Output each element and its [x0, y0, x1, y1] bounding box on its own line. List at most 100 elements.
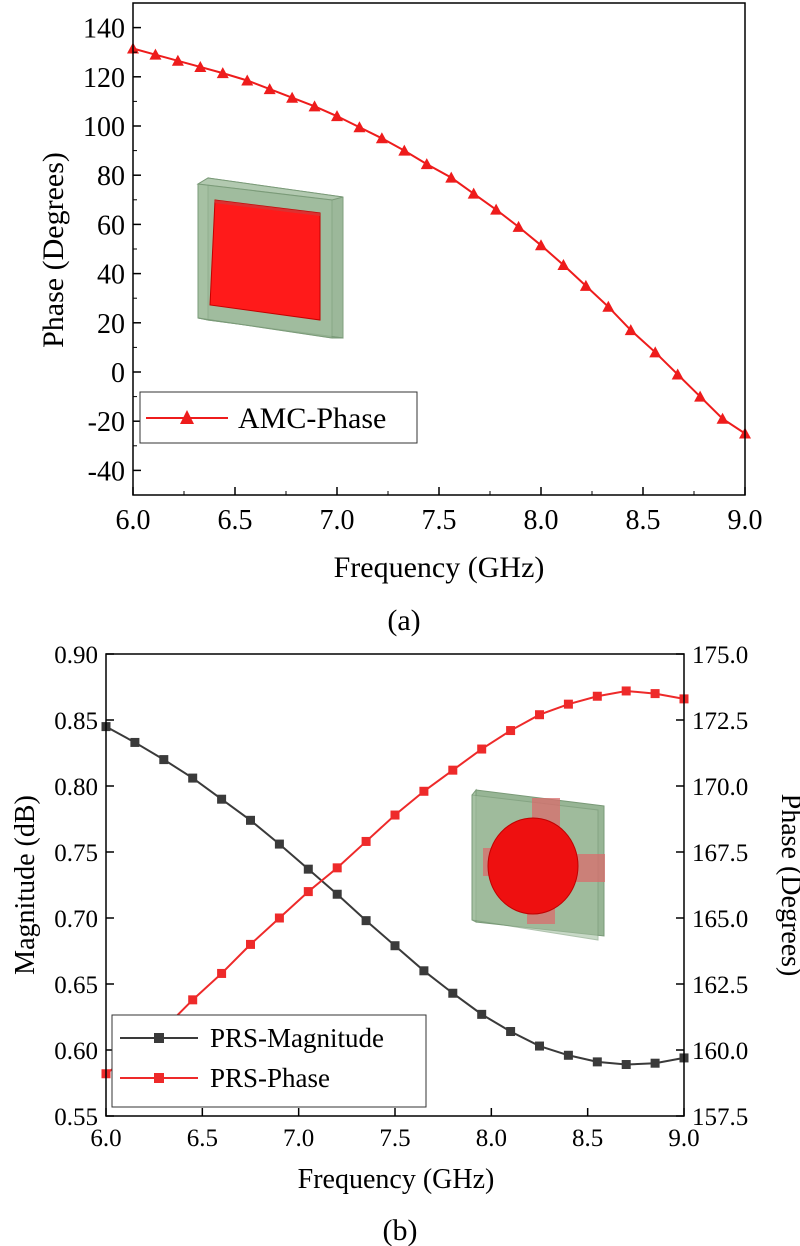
prs-magnitude-series	[101, 722, 689, 1070]
prs-phase-point	[448, 765, 458, 775]
y-tick-label-a: 80	[97, 161, 125, 192]
amc-unit-cell-illustration	[196, 177, 344, 339]
amc-phase-point	[512, 220, 525, 232]
amc-phase-point	[171, 54, 184, 66]
amc-phase-point	[716, 412, 729, 424]
y-tick-label-a: -20	[88, 407, 125, 438]
prs-phase-point	[332, 863, 342, 873]
y-axis-label-left-b: Magnitude (dB)	[10, 795, 41, 975]
amc-phase-point	[624, 324, 637, 336]
x-tick-label-a: 8.5	[626, 505, 661, 536]
panel-b: 6.0 6.5 7.0 7.5 8.0 8.5 9.0 0.55 0.60 0.65 0.70 0.7…	[10, 642, 800, 1246]
prs-phase-point	[621, 686, 631, 696]
prs-magnitude-point	[130, 737, 140, 747]
amc-phase-point	[579, 279, 592, 291]
y-tick-label-left-b: 0.70	[54, 906, 98, 933]
prs-phase-point	[477, 744, 487, 754]
prs-phase-point	[592, 691, 602, 701]
prs-phase-point	[361, 836, 371, 846]
amc-phase-point	[308, 100, 321, 112]
amc-phase-point	[353, 121, 366, 133]
y-axis-label-right-b: Phase (Degrees)	[775, 794, 800, 977]
x-tick-label-b: 6.0	[90, 1125, 121, 1152]
x-tick-label-a: 6.0	[116, 505, 151, 536]
amc-phase-point	[286, 91, 299, 103]
y-tick-label-right-b: 157.5	[692, 1104, 748, 1131]
y-tick-label-left-b: 0.55	[54, 1104, 98, 1131]
legend-marker-prs-magnitude	[154, 1033, 164, 1043]
prs-phase-point	[188, 995, 198, 1005]
prs-phase-point	[535, 710, 544, 720]
y-tick-label-right-b: 160.0	[692, 1038, 748, 1065]
x-tick-label-b: 9.0	[668, 1125, 699, 1152]
y-tick-label-a: 20	[97, 309, 125, 340]
amc-phase-point	[420, 158, 433, 170]
x-axis-label-a: Frequency (GHz)	[334, 551, 545, 584]
prs-magnitude-point	[159, 755, 169, 765]
caption-b: (b)	[383, 1214, 418, 1246]
amc-phase-point	[467, 187, 480, 199]
y-tick-label-a: 100	[83, 112, 125, 143]
x-tick-label-a: 9.0	[728, 505, 763, 536]
prs-phase-point	[419, 786, 429, 796]
x-tick-label-b: 8.0	[476, 1125, 507, 1152]
legend-label-amc-phase: AMC-Phase	[238, 402, 386, 435]
prs-phase-point	[390, 810, 400, 820]
y-tick-label-right-b: 167.5	[692, 840, 748, 867]
amc-phase-line	[132, 47, 746, 435]
prs-phase-point	[303, 887, 313, 897]
legend-label-prs-phase: PRS-Phase	[210, 1063, 330, 1093]
amc-phase-series	[127, 42, 751, 439]
prs-magnitude-point	[448, 988, 458, 998]
prs-magnitude-point	[506, 1027, 516, 1037]
amc-phase-point	[671, 368, 684, 380]
amc-phase-point	[149, 48, 162, 60]
y-tick-label-right-b: 170.0	[692, 774, 748, 801]
y-tick-label-left-b: 0.65	[54, 972, 98, 999]
amc-phase-point	[241, 74, 254, 86]
prs-magnitude-point	[217, 794, 227, 804]
prs-magnitude-point	[332, 889, 342, 899]
prs-magnitude-point	[246, 815, 255, 825]
y-tick-label-right-b: 162.5	[692, 972, 748, 999]
prs-magnitude-point	[477, 1009, 487, 1019]
y-tick-label-a: -40	[88, 456, 125, 487]
legend-a: AMC-Phase	[139, 391, 418, 444]
legend-label-prs-magnitude: PRS-Magnitude	[210, 1023, 384, 1053]
x-tick-label-a: 7.5	[422, 505, 457, 536]
prs-magnitude-point	[621, 1060, 631, 1070]
y-tick-label-left-b: 0.85	[54, 708, 98, 735]
prs-magnitude-point	[592, 1057, 602, 1067]
amc-phase-point	[557, 258, 570, 270]
amc-phase-point	[445, 171, 458, 183]
legend-marker-amc-phase	[180, 410, 194, 424]
prs-phase-point	[217, 968, 227, 978]
prs-magnitude-point	[535, 1041, 544, 1051]
y-tick-label-a: 0	[111, 358, 125, 389]
amc-phase-point	[694, 390, 707, 402]
amc-phase-point	[194, 60, 207, 72]
y-tick-label-a: 40	[97, 260, 125, 291]
y-tick-label-left-b: 0.90	[54, 642, 98, 669]
prs-phase-point	[506, 726, 516, 736]
prs-phase-point	[563, 699, 573, 709]
x-tick-label-a: 8.0	[524, 505, 559, 536]
prs-magnitude-point	[303, 864, 313, 874]
legend-b: PRS-Magnitude PRS-Phase	[111, 1014, 427, 1108]
y-tick-label-left-b: 0.75	[54, 840, 98, 867]
amc-phase-point	[649, 346, 662, 358]
y-tick-label-a: 140	[83, 14, 125, 45]
x-tick-label-a: 7.0	[320, 505, 355, 536]
y-tick-label-a: 120	[83, 63, 125, 94]
y-tick-label-right-b: 175.0	[692, 642, 748, 669]
prs-phase-point	[274, 913, 284, 923]
prs-magnitude-point	[650, 1058, 660, 1068]
prs-magnitude-point	[361, 916, 371, 926]
prs-magnitude-point	[390, 941, 400, 951]
prs-magnitude-point	[188, 773, 198, 783]
x-tick-label-a: 6.5	[218, 505, 253, 536]
amc-phase-point	[602, 300, 615, 312]
amc-phase-point	[398, 144, 411, 156]
prs-phase-point	[650, 689, 660, 699]
